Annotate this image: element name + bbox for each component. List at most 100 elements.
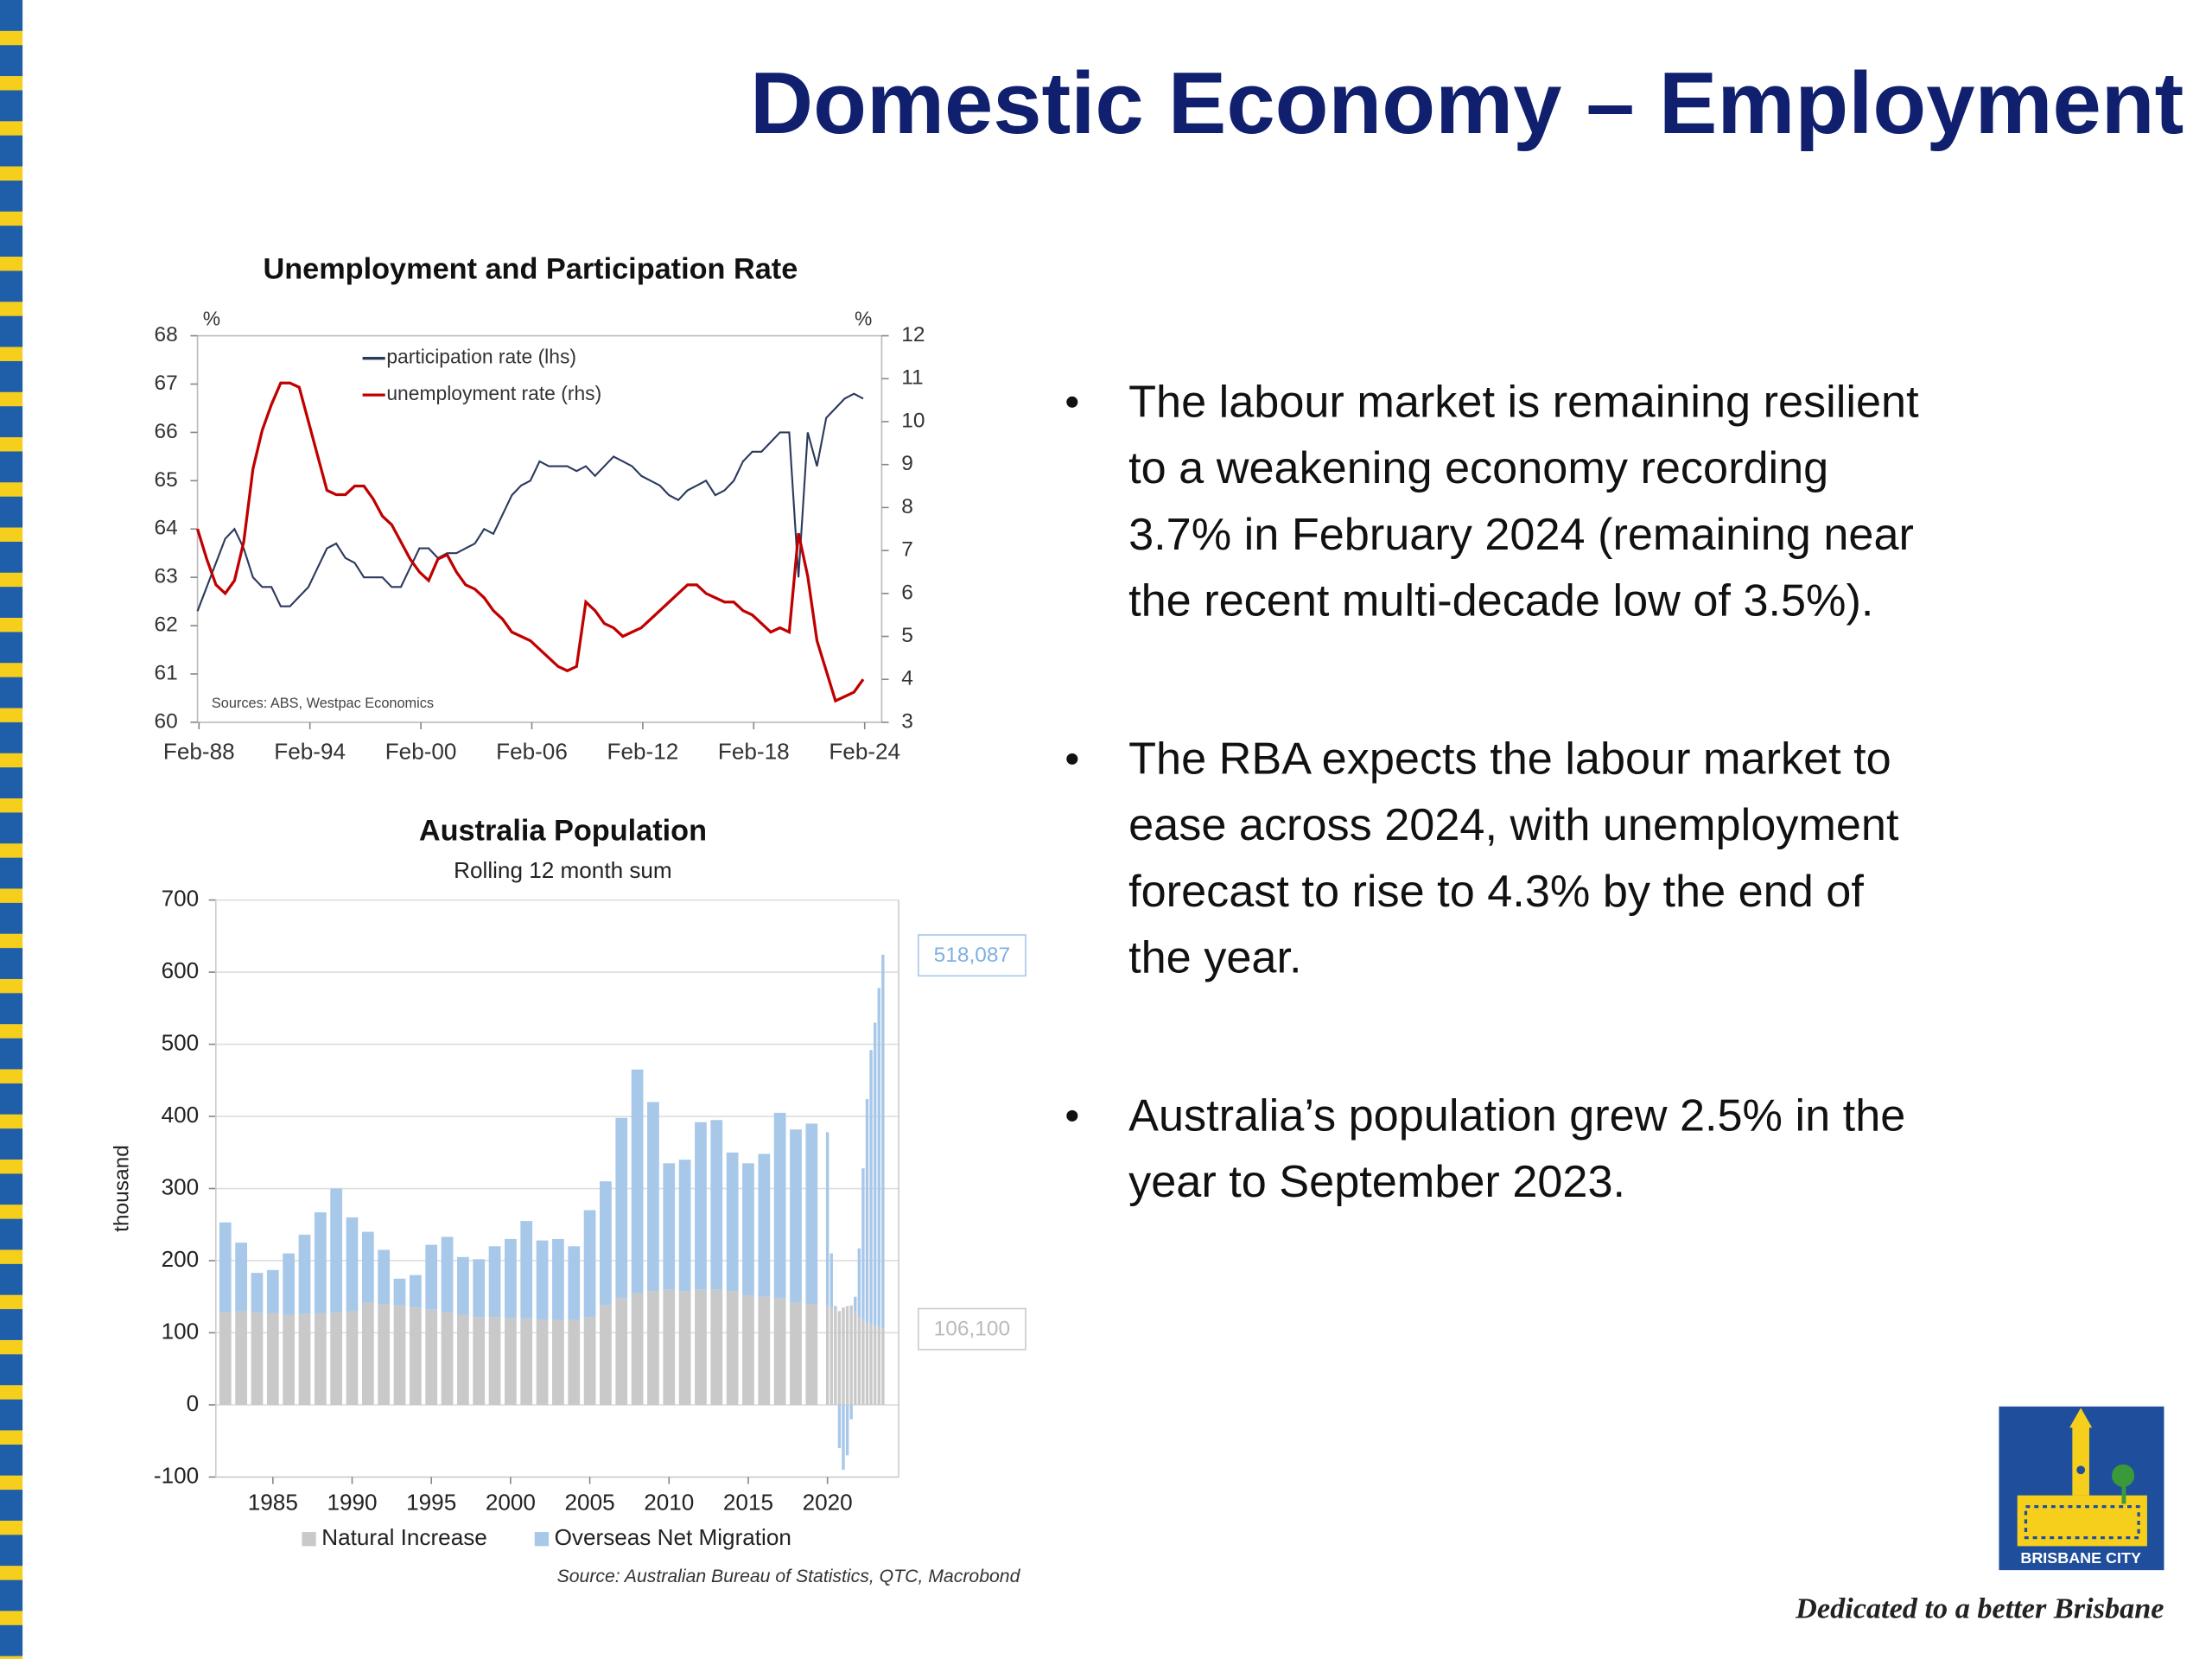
y-tick-label: 300 [162,1173,200,1199]
bullet-dot [1066,753,1078,765]
bar-segment [825,1132,830,1306]
y2-tick-label: 8 [901,495,913,518]
bullet-text: forecast to rise to 4.3% by the end of [1128,867,1864,917]
bar-segment [425,1244,438,1310]
bar-segment [663,1289,676,1405]
legend-label: Overseas Net Migration [555,1524,791,1550]
y-tick-label: 100 [162,1318,200,1344]
bullet-dot [1066,396,1078,408]
chart-title: Australia Population [419,814,707,847]
bar-segment [361,1302,374,1405]
y-tick-label: 61 [154,661,177,684]
bar-segment [314,1212,327,1313]
y2-tick-label: 5 [901,624,913,647]
bar-segment [600,1181,612,1306]
bar-segment [877,988,880,1327]
bar-segment [568,1246,581,1320]
bar-segment [251,1313,264,1405]
bar-segment [857,1248,861,1318]
bar-segment [830,1253,833,1308]
bar-segment [456,1256,469,1315]
y-tick-label: 600 [162,957,200,983]
bar-segment [805,1123,818,1305]
legend-swatch [302,1532,316,1547]
bar-segment [361,1231,374,1303]
bar-segment [283,1314,296,1405]
y2-unit: % [855,308,872,330]
bar-segment [583,1317,596,1405]
y-tick-label: 63 [154,565,177,588]
bar-segment [790,1302,802,1405]
x-tick-label: Feb-88 [163,739,235,765]
bar-segment [865,1099,869,1323]
y2-tick-label: 6 [901,581,913,604]
value-label-box [918,1307,1027,1351]
x-tick-label: Feb-00 [385,739,457,765]
bar-segment [857,1317,861,1405]
bullet-text: Australia’s population grew 2.5% in the [1128,1090,1905,1141]
bar-segment [393,1278,406,1306]
slide-title: Domestic Economy – Employment [750,54,2183,152]
bar-segment [773,1298,786,1405]
bar-segment [842,1307,845,1405]
bar-segment [742,1295,754,1405]
bar-segment [393,1305,406,1405]
bar-segment [845,1404,849,1456]
logo-clock [2076,1465,2086,1475]
bar-segment [865,1322,869,1405]
bar-segment [773,1112,786,1299]
bar-segment [583,1210,596,1318]
bar-segment [314,1313,327,1405]
bar-segment [861,1168,865,1320]
bullet-text: the recent multi-decade low of 3.5%). [1128,576,1873,626]
bar-segment [869,1050,873,1325]
y-tick-label: 60 [154,709,177,733]
x-tick-label: 1990 [327,1489,377,1515]
bar-segment [219,1222,232,1313]
bar-segment [849,1404,853,1420]
bar-segment [615,1298,628,1405]
bar-segment [663,1163,676,1290]
bar-segment [861,1319,865,1405]
y-tick-label: 500 [162,1029,200,1055]
bar-segment [298,1313,311,1405]
bar-segment [378,1304,391,1405]
y-unit: % [203,308,220,330]
bar-segment [520,1318,533,1405]
x-tick-label: 2005 [565,1489,615,1515]
y2-tick-label: 4 [901,667,913,690]
bar-segment [520,1221,533,1319]
bar-segment [758,1154,771,1297]
bar-segment [881,1328,885,1405]
bar-segment [726,1152,739,1292]
legend-label: Natural Increase [321,1524,487,1550]
bar-segment [456,1314,469,1405]
logo-spire [2069,1408,2093,1428]
bar-segment [552,1319,564,1405]
y2-tick-label: 12 [901,323,925,346]
y-tick-label: 0 [187,1390,200,1416]
bar-segment [441,1313,454,1405]
value-label-box [918,934,1027,977]
bar-segment [647,1102,659,1292]
bullet-text: The labour market is remaining resilient [1128,377,1919,427]
bullet-text: The RBA expects the labour market to [1128,734,1891,784]
bar-segment [330,1313,343,1405]
y-tick-label: 68 [154,323,177,346]
bar-segment [505,1238,517,1319]
chart-title: Unemployment and Participation Rate [263,253,798,286]
bar-segment [873,1022,877,1326]
side-stripe [0,0,23,1659]
y-tick-label: -100 [154,1462,199,1488]
y-tick-label: 200 [162,1246,200,1272]
bar-segment [695,1122,707,1290]
bar-segment [266,1313,279,1405]
bullet-text: ease across 2024, with unemployment [1128,800,1899,850]
value-label: 518,087 [934,944,1010,967]
bar-segment [615,1117,628,1299]
source: Sources: ABS, Westpac Economics [212,696,434,711]
bar-segment [568,1319,581,1405]
y2-tick-label: 3 [901,709,913,733]
bar-segment [758,1296,771,1405]
